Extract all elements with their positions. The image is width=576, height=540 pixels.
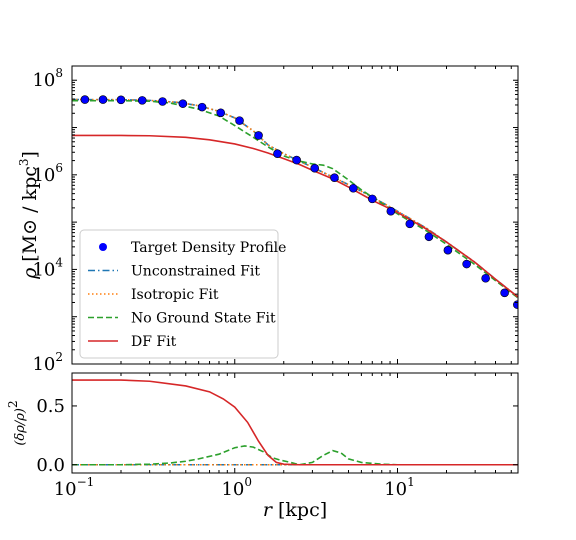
- target-density-point: [292, 155, 301, 165]
- legend-entry-df-fit: DF Fit: [88, 334, 177, 350]
- density-y-tick-label: 106: [32, 161, 63, 186]
- target-density-point: [330, 173, 339, 182]
- density-y-tick-label: 108: [32, 66, 63, 91]
- target-density-point: [386, 206, 396, 216]
- residual-ticks: [71, 373, 518, 473]
- target-density-point: [158, 97, 167, 106]
- legend-entry-no-ground-state-fit: No Ground State Fit: [88, 311, 276, 327]
- density-markers: [80, 95, 518, 309]
- residual-series: [72, 379, 518, 466]
- target-density-point: [254, 131, 263, 140]
- target-density-point: [116, 95, 126, 105]
- target-density-point: [197, 102, 207, 112]
- target-density-point: [500, 288, 509, 298]
- residual-line-no-ground-state-fit: [72, 445, 518, 466]
- legend-label: Unconstrained Fit: [131, 264, 260, 280]
- density-y-tick-label: 104: [32, 255, 63, 280]
- legend-label: Target Density Profile: [131, 240, 286, 256]
- density-y-tick-labels: 102 104 106 108: [32, 66, 63, 375]
- legend-entry-target-density-profile: Target Density Profile: [99, 240, 286, 256]
- residual-x-tick-label: 100: [221, 475, 252, 500]
- residual-x-tick-labels: 10−1 100 101: [54, 475, 415, 500]
- legend: Target Density Profile Unconstrained Fit I…: [79, 229, 286, 359]
- target-density-point: [98, 95, 108, 104]
- legend-label: Isotropic Fit: [131, 287, 219, 303]
- target-density-point: [178, 99, 188, 108]
- legend-entry-unconstrained-fit: Unconstrained Fit: [88, 264, 260, 280]
- target-density-point: [216, 108, 226, 118]
- target-density-point: [443, 245, 453, 255]
- residual-y-tick-labels: 0.0 0.5: [36, 396, 65, 476]
- residual-panel: 0.0 0.5 10−1 100 101 r [kpc] (δρ/ρ)2: [6, 372, 519, 521]
- target-density-point: [481, 273, 490, 283]
- target-density-point: [273, 149, 282, 158]
- density-y-axis-label: ρ [M⊙ / kpc3]: [17, 151, 41, 280]
- target-density-point: [310, 163, 320, 173]
- legend-label: DF Fit: [131, 334, 177, 350]
- target-density-point: [235, 116, 244, 125]
- density-panel: 102 104 106 108 ρ [M⊙ / kpc3] Target Densit…: [17, 65, 519, 375]
- target-density-point: [348, 183, 358, 193]
- legend-label: No Ground State Fit: [131, 311, 276, 327]
- legend-entry-isotropic-fit: Isotropic Fit: [88, 287, 219, 303]
- residual-line-df-fit: [72, 379, 518, 466]
- target-density-point: [137, 96, 147, 105]
- residual-y-tick-label: 0.0: [36, 455, 65, 476]
- residual-x-tick-label: 101: [384, 475, 415, 500]
- residual-x-axis-label: r [kpc]: [263, 499, 327, 521]
- target-density-point: [367, 194, 377, 204]
- residual-x-tick-label: 10−1: [54, 475, 95, 500]
- residual-frame: [71, 372, 519, 474]
- density-line-df-fit: [72, 134, 518, 298]
- residual-y-tick-label: 0.5: [36, 396, 65, 417]
- target-density-point: [80, 95, 90, 104]
- target-density-point: [405, 219, 415, 229]
- density-y-tick-label: 102: [32, 350, 63, 375]
- legend-marker: [99, 243, 107, 251]
- target-density-point: [424, 232, 434, 242]
- target-density-point: [513, 300, 518, 309]
- residual-y-axis-label: (δρ/ρ)2: [6, 400, 28, 445]
- density-frame: [71, 65, 519, 365]
- legend-box: [79, 229, 279, 359]
- target-density-point: [462, 259, 471, 269]
